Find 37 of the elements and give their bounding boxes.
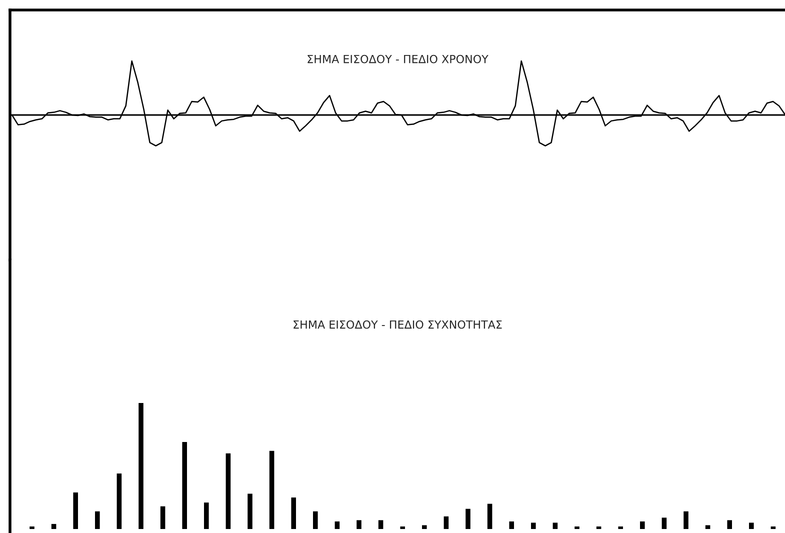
bar <box>138 403 144 529</box>
chart-title: ΣΗΜΑ ΕΙΣΟΔΟΥ - ΠΕΔΙΟ ΧΡΟΝΟΥ <box>308 54 488 64</box>
bar <box>248 494 252 529</box>
chart-title: ΣΗΜΑ ΕΙΣΟΔΟΥ - ΠΕΔΙΟ ΣΥΧΝΟΤΗΤΑΣ <box>294 320 502 329</box>
bar <box>226 453 231 529</box>
bar <box>378 520 384 529</box>
bar <box>618 526 623 529</box>
bar <box>770 526 776 529</box>
bar <box>640 521 645 529</box>
bar <box>356 520 362 529</box>
bar <box>596 526 602 529</box>
bar <box>291 498 296 529</box>
bar <box>574 526 580 529</box>
bar <box>116 474 122 529</box>
bar <box>509 521 514 529</box>
bar <box>444 516 449 529</box>
bar <box>727 520 732 529</box>
bar <box>466 508 470 529</box>
bar <box>684 511 688 529</box>
bar <box>269 450 274 529</box>
bar <box>334 521 340 529</box>
bar <box>182 442 187 529</box>
bar <box>705 525 710 529</box>
bar <box>313 511 318 529</box>
bar <box>531 522 536 529</box>
bar <box>749 522 754 529</box>
bar <box>95 511 100 529</box>
bar <box>552 522 558 529</box>
bar <box>30 526 34 529</box>
bar <box>51 524 56 529</box>
bar <box>400 526 405 529</box>
bar <box>160 506 166 529</box>
bar <box>662 518 667 529</box>
bar <box>422 525 427 529</box>
bar <box>204 502 209 529</box>
bar <box>487 504 492 529</box>
bar <box>73 492 78 529</box>
